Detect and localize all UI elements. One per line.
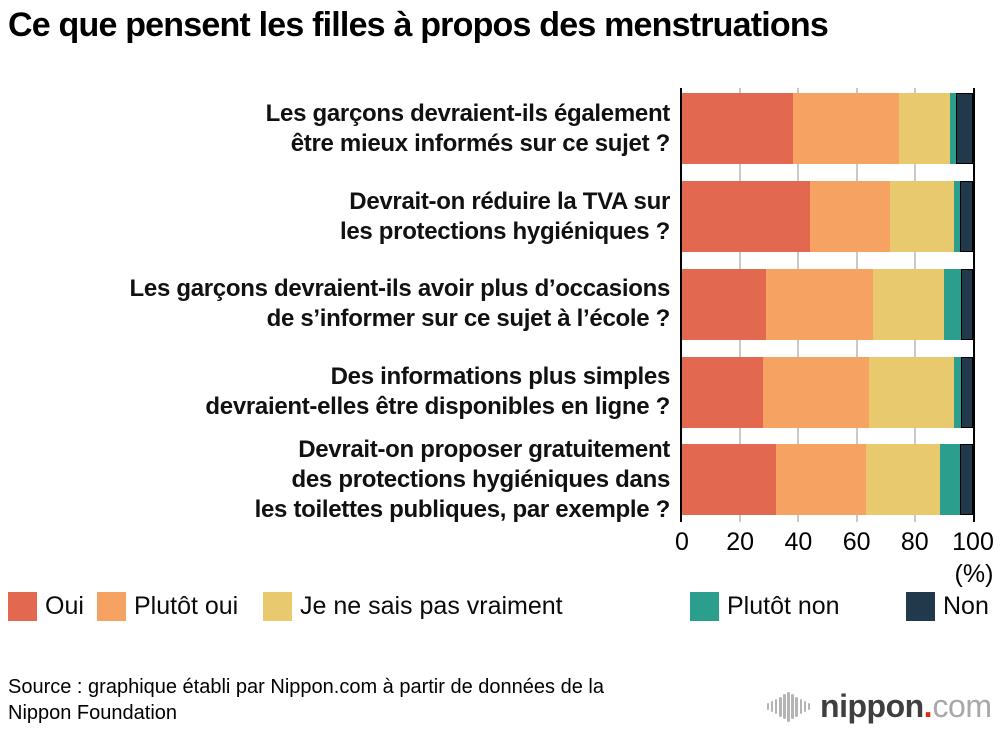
soundwave-bar [766, 703, 770, 710]
logo-text-nippon: nippon [820, 688, 924, 724]
question-label-2: Devrait-on réduire la TVA sur les protect… [0, 187, 670, 247]
bar-segment [792, 93, 900, 165]
legend-swatch [690, 591, 719, 621]
bar-segment [899, 93, 950, 165]
question-label-line: de s’informer sur ce sujet à l’école ? [266, 305, 671, 333]
logo-dot: . [923, 688, 933, 724]
legend-label: Non [943, 591, 989, 620]
legend-item: Oui [8, 591, 84, 621]
bar-segment [955, 93, 973, 165]
question-label-line: les protections hygiéniques ? [339, 217, 670, 245]
question-label-line: Des informations plus simples [330, 363, 671, 391]
bar-row-3 [682, 268, 973, 340]
x-tick-label-0: 0 [675, 528, 689, 556]
bar-segment [775, 444, 866, 516]
source-note: Source : graphique établi par Nippon.com… [8, 674, 604, 726]
legend-label: Oui [45, 591, 84, 620]
bar-segment [682, 181, 810, 253]
question-label-line: les toilettes publiques, par exemple ? [254, 495, 671, 523]
bar-segment [872, 268, 944, 340]
bar-segment [682, 356, 764, 428]
soundwave-bar [774, 699, 778, 714]
legend-swatch [8, 591, 37, 621]
x-tick-label-100: 100 [952, 528, 994, 556]
bar-segment [682, 444, 776, 516]
x-tick-label-20: 20 [726, 528, 755, 556]
question-label-line: Devrait-on réduire la TVA sur [349, 187, 670, 215]
question-label-line: devraient-elles être disponibles en lign… [205, 393, 670, 421]
bar-segment [939, 444, 960, 516]
bar-segment [809, 181, 891, 253]
legend-label: Plutôt non [727, 591, 840, 620]
question-label-line: des protections hygiéniques dans [291, 465, 671, 493]
x-tick-label-40: 40 [784, 528, 813, 556]
bar-segment [961, 356, 973, 428]
source-line: Source : graphique établi par Nippon.com… [8, 676, 604, 698]
bar-segment [763, 356, 870, 428]
x-tick-label-80: 80 [900, 528, 929, 556]
bar-segment [953, 356, 962, 428]
bar-row-5 [682, 444, 973, 516]
soundwave-bar [779, 696, 782, 717]
bar-segment [765, 268, 873, 340]
legend-swatch [97, 591, 126, 621]
legend-label: Plutôt oui [134, 591, 239, 620]
bar-segment [961, 268, 973, 340]
source-line: Nippon Foundation [8, 702, 178, 724]
bar-row-2 [682, 181, 973, 253]
bar-segment [954, 181, 960, 253]
bar-segment [890, 181, 955, 253]
question-label-line: Les garçons devraient-ils également [265, 99, 671, 127]
soundwave-bar [783, 694, 786, 719]
x-tick-label-60: 60 [842, 528, 871, 556]
legend-swatch [906, 591, 935, 621]
bar-row-4 [682, 356, 973, 428]
nippon-logo: nippon. com [766, 688, 992, 725]
soundwave-icon [766, 690, 811, 724]
question-label-1: Les garçons devraient-ils également être … [0, 99, 671, 159]
chart-title: Ce que pensent les filles à propos des m… [8, 6, 829, 44]
bar-segment [682, 268, 766, 340]
question-label-line: Devrait-on proposer gratuitement [298, 435, 670, 463]
question-label-line: Les garçons devraient-ils avoir plus d’o… [129, 275, 671, 303]
bar-row-1 [682, 93, 973, 165]
soundwave-bar [787, 691, 790, 722]
legend-label: Je ne sais pas vraiment [300, 591, 563, 620]
bar-segment [959, 444, 973, 516]
question-label-3: Les garçons devraient-ils avoir plus d’o… [0, 274, 671, 334]
legend-item: Je ne sais pas vraiment [263, 591, 563, 621]
x-axis-unit-label: (%) [954, 560, 994, 588]
bar-segment [869, 356, 954, 428]
plot-area [680, 88, 975, 522]
bar-segment [959, 181, 973, 253]
question-label-4: Des informations plus simples devraient-e… [0, 362, 670, 422]
legend-item: Plutôt oui [97, 591, 238, 621]
bar-segment [865, 444, 940, 516]
bar-segment [949, 93, 956, 165]
soundwave-bar [799, 699, 803, 714]
soundwave-bar [791, 694, 794, 719]
question-label-5: Devrait-on proposer gratuitement des prot… [0, 435, 671, 525]
soundwave-bar [795, 696, 798, 717]
question-label-line: être mieux informés sur ce sujet ? [290, 129, 671, 157]
soundwave-bar [803, 701, 807, 712]
soundwave-bar [770, 701, 774, 712]
legend-swatch [263, 591, 292, 621]
soundwave-bar [807, 703, 811, 710]
bar-segment [682, 93, 793, 165]
legend-item: Non [906, 591, 989, 621]
bar-segment [943, 268, 962, 340]
legend-item: Plutôt non [690, 591, 840, 621]
logo-text-com: com [932, 688, 992, 724]
